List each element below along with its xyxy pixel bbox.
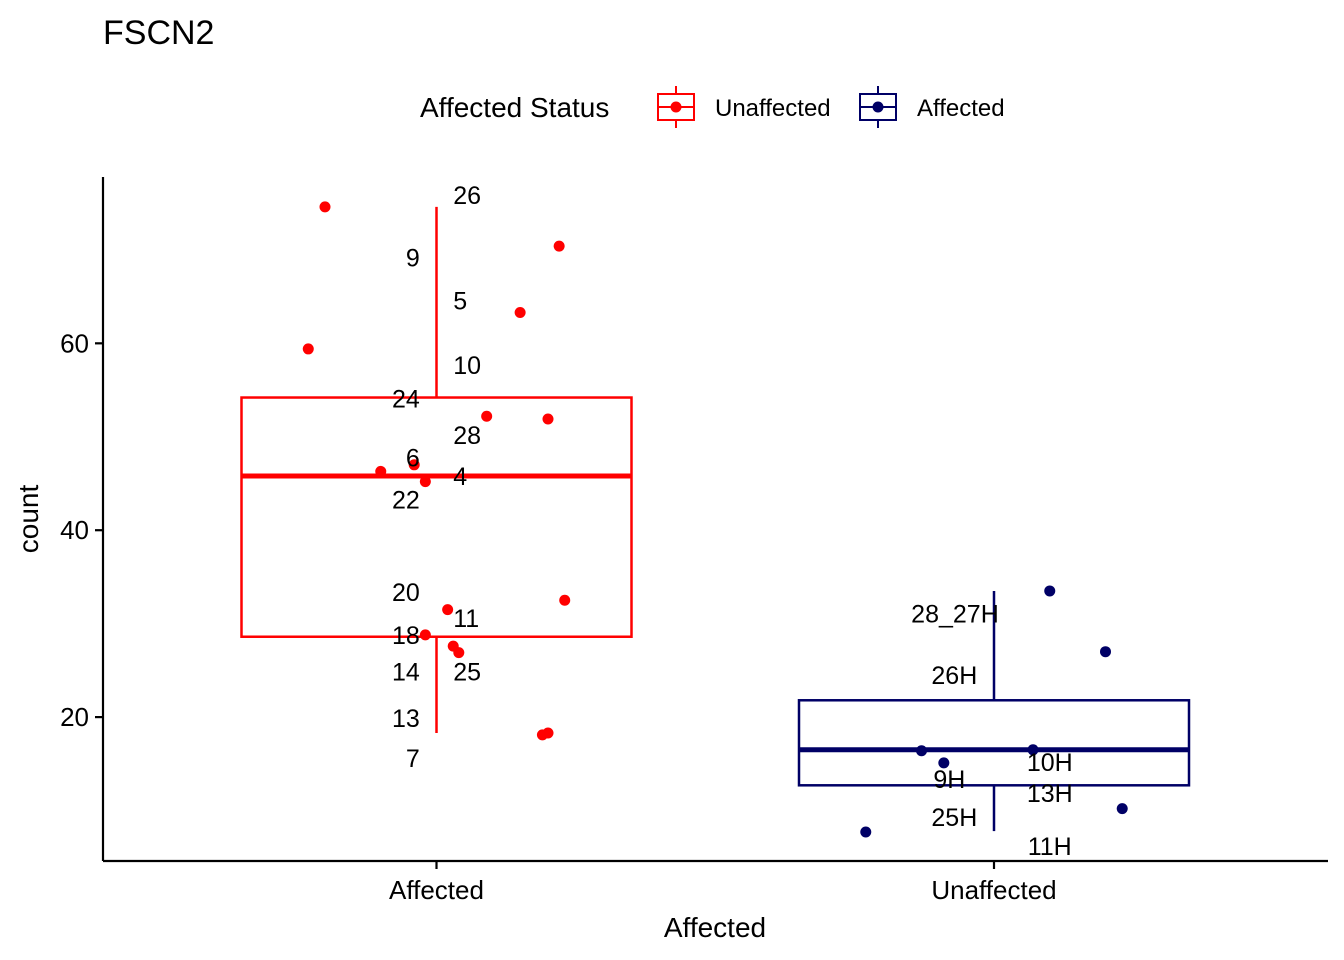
box-unaffected [797, 699, 1191, 787]
point-label: 22 [392, 486, 420, 514]
boxes-layer [240, 206, 1191, 832]
point-label: 9H [933, 766, 965, 794]
point-label: 11H [1028, 833, 1072, 861]
chart-title: FSCN2 [103, 14, 214, 52]
point-label: 26 [453, 182, 481, 210]
point-label: 14 [392, 658, 420, 686]
point-labels-layer: 26 9 5 10 24 28 6 4 22 20 11 18 14 25 13 7 28_27H 26H 10H 9… [392, 182, 1073, 861]
point-label: 4 [453, 463, 467, 491]
data-point [481, 410, 493, 422]
data-point [860, 826, 872, 838]
legend-title: Affected Status [420, 92, 609, 123]
point-label: 20 [392, 579, 420, 607]
point-label: 13H [1027, 780, 1073, 808]
point-label: 10 [453, 352, 481, 380]
legend: Affected Status Unaffected Affected [420, 86, 1005, 128]
legend-entry-affected: Affected [859, 86, 1005, 128]
y-axis-title: count [13, 485, 44, 554]
point-label: 5 [453, 287, 467, 315]
point-label: 25 [453, 658, 481, 686]
y-axis-ticks: 20 40 60 [60, 328, 103, 732]
data-point [442, 604, 454, 616]
data-point [1044, 585, 1056, 597]
point-label: 24 [392, 385, 420, 413]
data-point [375, 465, 387, 477]
data-point [1100, 646, 1111, 658]
data-point [1027, 744, 1039, 756]
point-label: 10H [1027, 749, 1073, 777]
point-label: 6 [406, 444, 420, 472]
y-tick-label: 40 [60, 515, 89, 545]
points-layer [302, 201, 1128, 838]
x-tick-label: Unaffected [931, 875, 1056, 905]
legend-key-affected-dot [872, 101, 884, 113]
data-point [553, 240, 565, 252]
x-axis-title: Affected [664, 912, 766, 943]
data-point [1116, 803, 1128, 815]
y-tick-label: 20 [60, 702, 89, 732]
x-axis-ticks: Affected Unaffected [389, 861, 1057, 905]
point-label: 28_27H [911, 600, 999, 628]
data-point [419, 629, 431, 641]
data-point [408, 459, 420, 471]
point-label: 25H [931, 804, 977, 832]
data-point [453, 647, 465, 659]
point-label: 7 [406, 745, 420, 773]
legend-label-unaffected: Unaffected [715, 95, 831, 122]
point-label: 26H [931, 662, 977, 690]
data-point [916, 745, 928, 757]
point-label: 28 [453, 422, 481, 450]
legend-key-unaffected-dot [670, 101, 682, 113]
point-label: 18 [392, 622, 420, 650]
data-point [536, 729, 548, 741]
x-tick-label: Affected [389, 875, 484, 905]
point-label: 11 [453, 605, 479, 633]
data-point [319, 201, 331, 213]
legend-entry-unaffected: Unaffected [657, 86, 831, 128]
data-point [302, 343, 314, 355]
legend-label-affected: Affected [917, 95, 1005, 122]
data-point [542, 413, 554, 425]
point-label: 9 [406, 244, 420, 272]
point-label: 13 [392, 705, 420, 733]
data-point [559, 594, 571, 606]
data-point [938, 757, 950, 769]
y-tick-label: 60 [60, 328, 89, 358]
data-point [514, 306, 526, 318]
data-point [419, 476, 431, 488]
box-affected [240, 396, 633, 638]
